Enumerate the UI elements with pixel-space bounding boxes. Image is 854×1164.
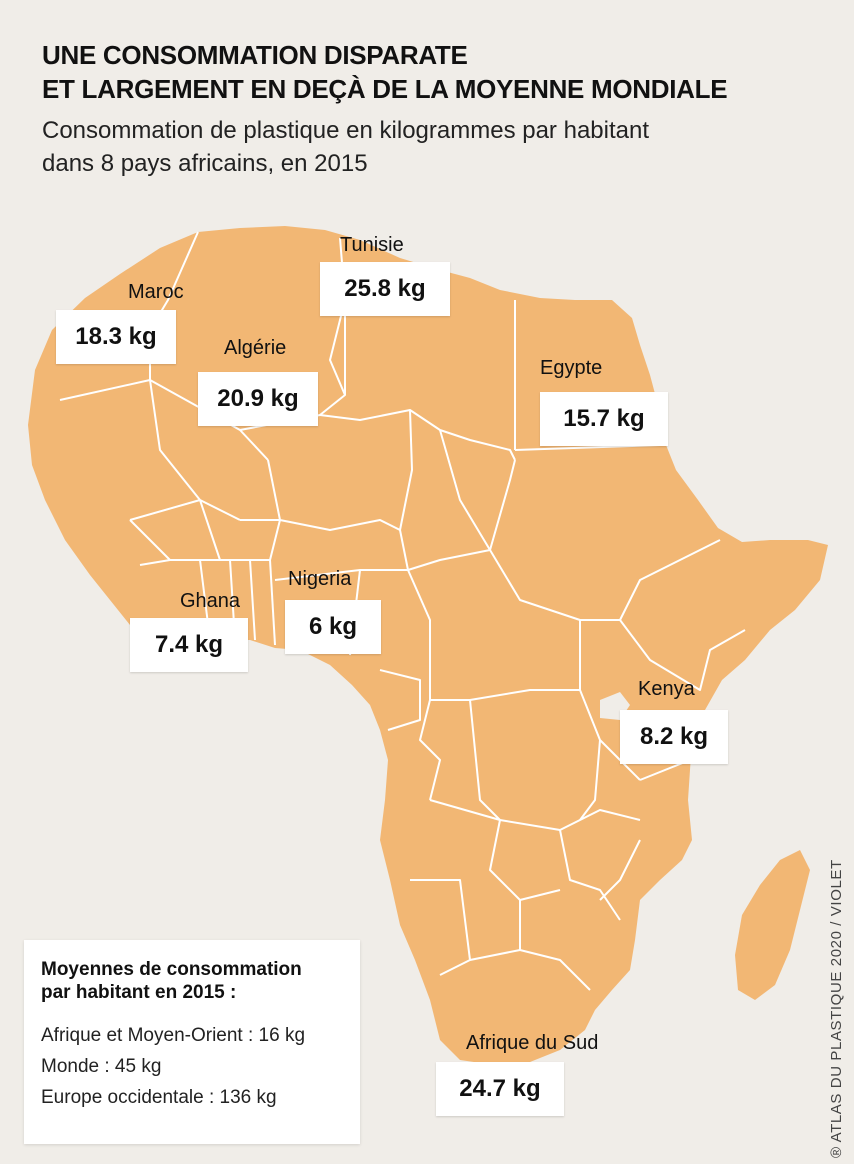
legend-item-europe-occidentale: Europe occidentale : 136 kg xyxy=(41,1087,277,1108)
value-box-nigeria: 6 kg xyxy=(285,600,381,654)
map-title: UNE CONSOMMATION DISPARATE ET LARGEMENT … xyxy=(42,38,728,106)
country-name-nigeria: Nigeria xyxy=(288,568,352,590)
value-box-tunisie: 25.8 kg xyxy=(320,262,450,316)
title-line-1: UNE CONSOMMATION DISPARATE xyxy=(42,40,468,70)
country-name-kenya: Kenya xyxy=(638,678,695,700)
legend-item-afrique-moyen-orient: Afrique et Moyen-Orient : 16 kg xyxy=(41,1025,306,1046)
madagascar-island xyxy=(735,850,810,1000)
value-box-algerie: 20.9 kg xyxy=(198,372,318,426)
legend-title-line-1: Moyennes de consommation xyxy=(41,959,302,980)
country-name-ghana: Ghana xyxy=(180,590,241,612)
country-name-egypte: Egypte xyxy=(540,357,603,379)
value-box-ghana: 7.4 kg xyxy=(130,618,248,672)
subtitle-line-2: dans 8 pays africains, en 2015 xyxy=(42,150,368,177)
title-line-2: ET LARGEMENT EN DEÇÀ DE LA MOYENNE MONDI… xyxy=(42,74,728,104)
country-name-maroc: Maroc xyxy=(128,281,184,303)
averages-legend: Moyennes de consommation par habitant en… xyxy=(24,940,360,1144)
value-box-kenya: 8.2 kg xyxy=(620,710,728,764)
country-name-tunisie: Tunisie xyxy=(340,234,404,256)
value-box-egypte: 15.7 kg xyxy=(540,392,668,446)
subtitle-line-1: Consommation de plastique en kilogrammes… xyxy=(42,117,649,144)
legend-item-monde: Monde : 45 kg xyxy=(41,1056,162,1077)
value-box-afrique-du-sud: 24.7 kg xyxy=(436,1062,564,1116)
source-credit: ® ATLAS DU PLASTIQUE 2020 / VIOLET xyxy=(828,859,845,1158)
country-name-algerie: Algérie xyxy=(224,337,287,359)
country-name-afrique-du-sud: Afrique du Sud xyxy=(466,1032,599,1054)
value-box-maroc: 18.3 kg xyxy=(56,310,176,364)
map-subtitle: Consommation de plastique en kilogrammes… xyxy=(42,114,649,180)
legend-title-line-2: par habitant en 2015 : xyxy=(41,982,237,1003)
legend-title: Moyennes de consommation par habitant en… xyxy=(41,958,343,1004)
